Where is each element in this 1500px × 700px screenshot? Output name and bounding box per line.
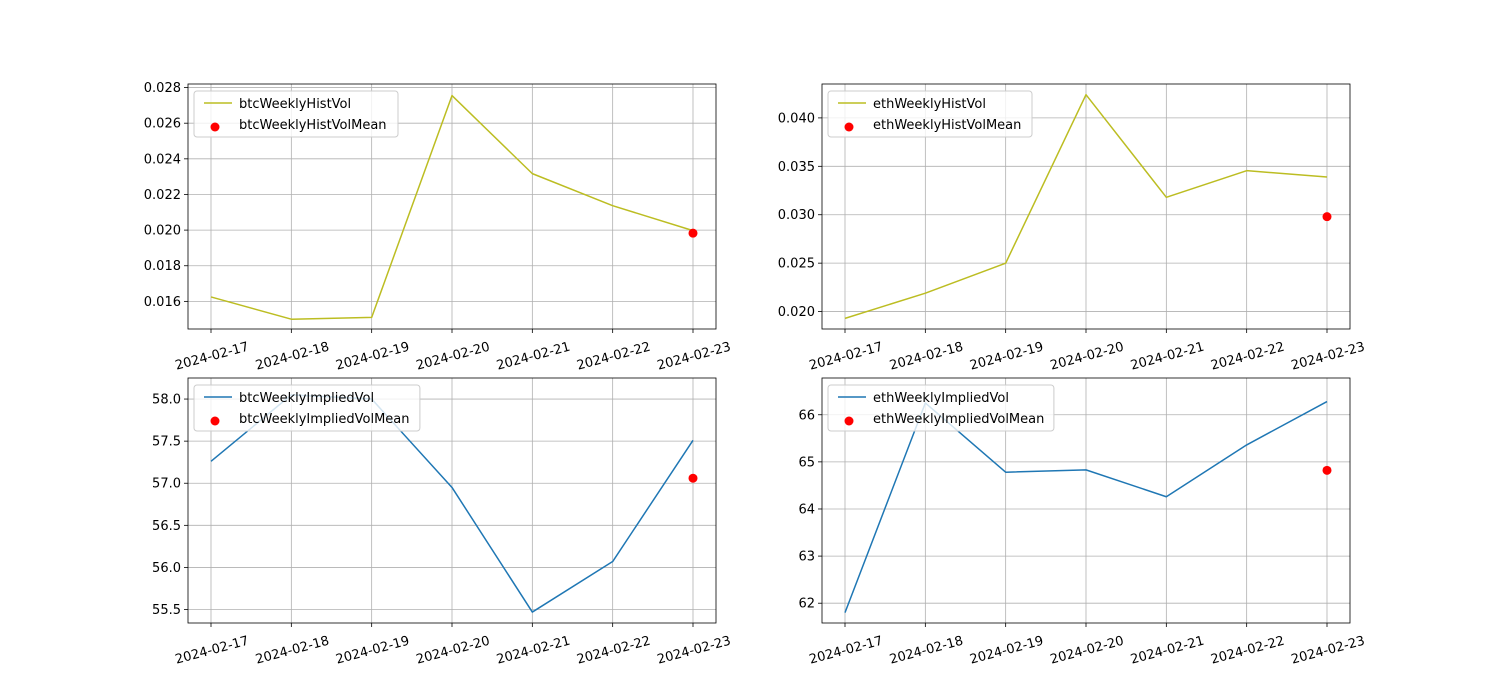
legend: btcWeeklyHistVol btcWeeklyHistVolMean <box>193 90 399 138</box>
legend-label: btcWeeklyHistVol <box>239 97 351 112</box>
y-tick-label: 57.0 <box>152 477 181 492</box>
scatter-point-ethWeeklyHistVolMean <box>1322 212 1332 222</box>
y-tick-label: 0.016 <box>144 295 181 310</box>
y-tick-label: 0.024 <box>144 152 181 167</box>
legend-label: ethWeeklyHistVol <box>873 97 986 112</box>
y-tick-label: 62 <box>798 597 815 612</box>
legend-label: btcWeeklyHistVolMean <box>239 118 387 133</box>
y-tick-label: 58.0 <box>152 393 181 408</box>
scatter-point-btcWeeklyImpliedVolMean <box>688 473 698 483</box>
y-tick-label: 0.030 <box>778 208 815 223</box>
legend: ethWeeklyHistVol ethWeeklyHistVolMean <box>827 90 1033 138</box>
y-tick-label: 56.5 <box>152 519 181 534</box>
legend-box <box>827 384 1055 432</box>
legend-label: btcWeeklyImpliedVol <box>239 391 374 406</box>
y-tick-label: 0.018 <box>144 259 181 274</box>
legend-marker-swatch <box>210 416 220 426</box>
legend-marker-swatch <box>210 122 220 132</box>
legend-label: ethWeeklyImpliedVolMean <box>873 412 1044 427</box>
legend-box <box>193 90 399 138</box>
legend-marker-swatch <box>844 122 854 132</box>
grid <box>188 378 716 623</box>
scatter-point-btcWeeklyHistVolMean <box>688 228 698 238</box>
legend-box <box>193 384 421 432</box>
y-tick-label: 56.0 <box>152 561 181 576</box>
y-tick-label: 0.020 <box>778 305 815 320</box>
y-tick-label: 57.5 <box>152 435 181 450</box>
legend-label: ethWeeklyHistVolMean <box>873 118 1021 133</box>
y-tick-label: 65 <box>798 455 815 470</box>
legend-label: btcWeeklyImpliedVolMean <box>239 412 410 427</box>
y-tick-label: 0.022 <box>144 188 181 203</box>
legend-marker-swatch <box>844 416 854 426</box>
legend-label: ethWeeklyImpliedVol <box>873 391 1009 406</box>
y-tick-label: 0.020 <box>144 224 181 239</box>
legend: ethWeeklyImpliedVol ethWeeklyImpliedVolMe… <box>827 384 1055 432</box>
y-tick-label: 55.5 <box>152 603 181 618</box>
y-tick-label: 0.035 <box>778 160 815 175</box>
scatter-point-ethWeeklyImpliedVolMean <box>1322 465 1332 475</box>
y-tick-label: 63 <box>798 550 815 565</box>
y-tick-label: 0.025 <box>778 257 815 272</box>
y-tick-label: 0.026 <box>144 117 181 132</box>
legend-box <box>827 90 1033 138</box>
y-tick-label: 64 <box>798 502 815 517</box>
legend: btcWeeklyImpliedVol btcWeeklyImpliedVolMe… <box>193 384 421 432</box>
y-tick-label: 0.028 <box>144 81 181 96</box>
y-tick-label: 0.040 <box>778 111 815 126</box>
series-line-ethWeeklyHistVol <box>844 93 1328 320</box>
series-line-btcWeeklyHistVol <box>210 94 694 320</box>
y-tick-label: 66 <box>798 408 815 423</box>
